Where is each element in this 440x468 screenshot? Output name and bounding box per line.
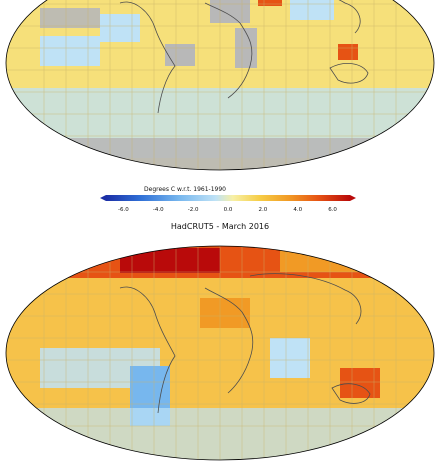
bottom-coastlines (119, 273, 371, 414)
indian-ocean-cool (270, 338, 310, 378)
americas-coast (119, 286, 176, 414)
americas-coast (119, 1, 176, 114)
top-map-svg (5, 0, 435, 171)
colorbar-tick-label: 6.0 (328, 207, 337, 213)
top-map-cells (6, 0, 434, 170)
bottom-anomaly-map (0, 238, 440, 468)
bottom-map-cells (6, 246, 434, 460)
south-pacific-cool (40, 36, 100, 66)
australia-coast (331, 383, 371, 404)
asia-coast (249, 0, 361, 34)
top-anomaly-map (0, 0, 440, 178)
bottom-map-caption: HadCRUT5 - March 2016 (170, 222, 270, 231)
colorbar-gradient (106, 195, 350, 201)
bottom-map-svg (5, 245, 435, 461)
bottom-grid-lines (6, 246, 434, 460)
colorbar-tick-label: 0.0 (223, 207, 233, 213)
asia-coast (249, 273, 362, 325)
colorbar-tick-label: 2.0 (258, 207, 268, 213)
asia-cool-patch (290, 0, 334, 20)
pacific-cool-patch (100, 14, 140, 42)
top-grid-lines (6, 0, 434, 170)
australia-warm-patch (338, 44, 358, 60)
top-map-outline (5, 0, 435, 171)
colorbar-tick-label: -4.0 (152, 207, 164, 213)
australia-warm (340, 368, 380, 398)
africa-coast (204, 2, 253, 99)
colorbar-left-arrow (100, 195, 106, 201)
colorbar-tick-label: 4.0 (293, 207, 303, 213)
colorbar-title: Degrees C w.r.t. 1961-1990 (144, 186, 226, 193)
top-coastlines (119, 0, 369, 114)
arctic-hot-patch (120, 248, 220, 273)
colorbar-tick-label: -2.0 (187, 207, 199, 213)
africa-coast (204, 287, 254, 394)
africa-missing-patch (210, 0, 250, 23)
colorbar-tick-label: -6.0 (118, 207, 129, 213)
sa-missing-patch (165, 44, 195, 66)
colorbar: Degrees C w.r.t. 1961-1990 -6.0 -4.0 -2.0 0… (90, 186, 360, 216)
colorbar-svg (100, 195, 356, 201)
pacific-missing-patch (40, 8, 100, 28)
sahara-warm (200, 298, 250, 328)
colorbar-right-arrow (350, 195, 356, 201)
australia-coast (329, 63, 369, 84)
mideast-warm-patch (258, 0, 282, 6)
